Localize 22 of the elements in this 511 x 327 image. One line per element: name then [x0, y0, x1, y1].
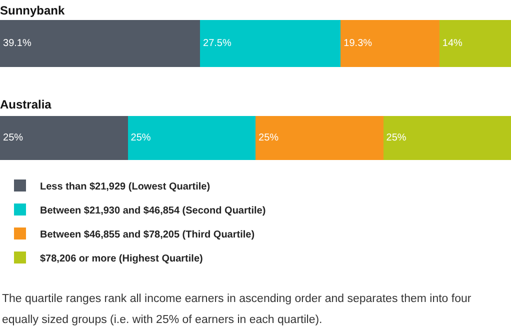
data-label: 25% [258, 132, 279, 144]
text: The quartile ranges rank all income earners in ascending order and separates them into four equally sized groups (i.e. with 25% of earners in each quartile). [1, 292, 472, 327]
bar [128, 116, 256, 160]
data-label: 14% [442, 38, 463, 49]
legend-label: Between $46,855 and $78,205 (Third Quartile) [40, 229, 255, 240]
bar [340, 20, 440, 67]
bar [383, 116, 511, 160]
chart-title: Australia [0, 97, 52, 112]
legend-label: $78,206 or more (Highest Quartile) [40, 253, 203, 264]
data-label: 27.5% [203, 38, 232, 49]
chart-title: Sunnybank [0, 3, 65, 18]
bar [439, 20, 511, 67]
data-label: 25% [130, 132, 151, 144]
bar [200, 20, 341, 67]
legend-label: Between $21,930 and $46,854 (Second Quartile) [40, 205, 266, 216]
bar [0, 116, 128, 160]
bar [256, 116, 384, 160]
legend-label: Less than $21,929 (Lowest Quartile) [40, 181, 210, 192]
data-label: 25% [386, 132, 406, 144]
data-label: 25% [3, 132, 24, 144]
data-label: 19.3% [344, 38, 372, 49]
data-label: 39.1% [3, 38, 32, 49]
